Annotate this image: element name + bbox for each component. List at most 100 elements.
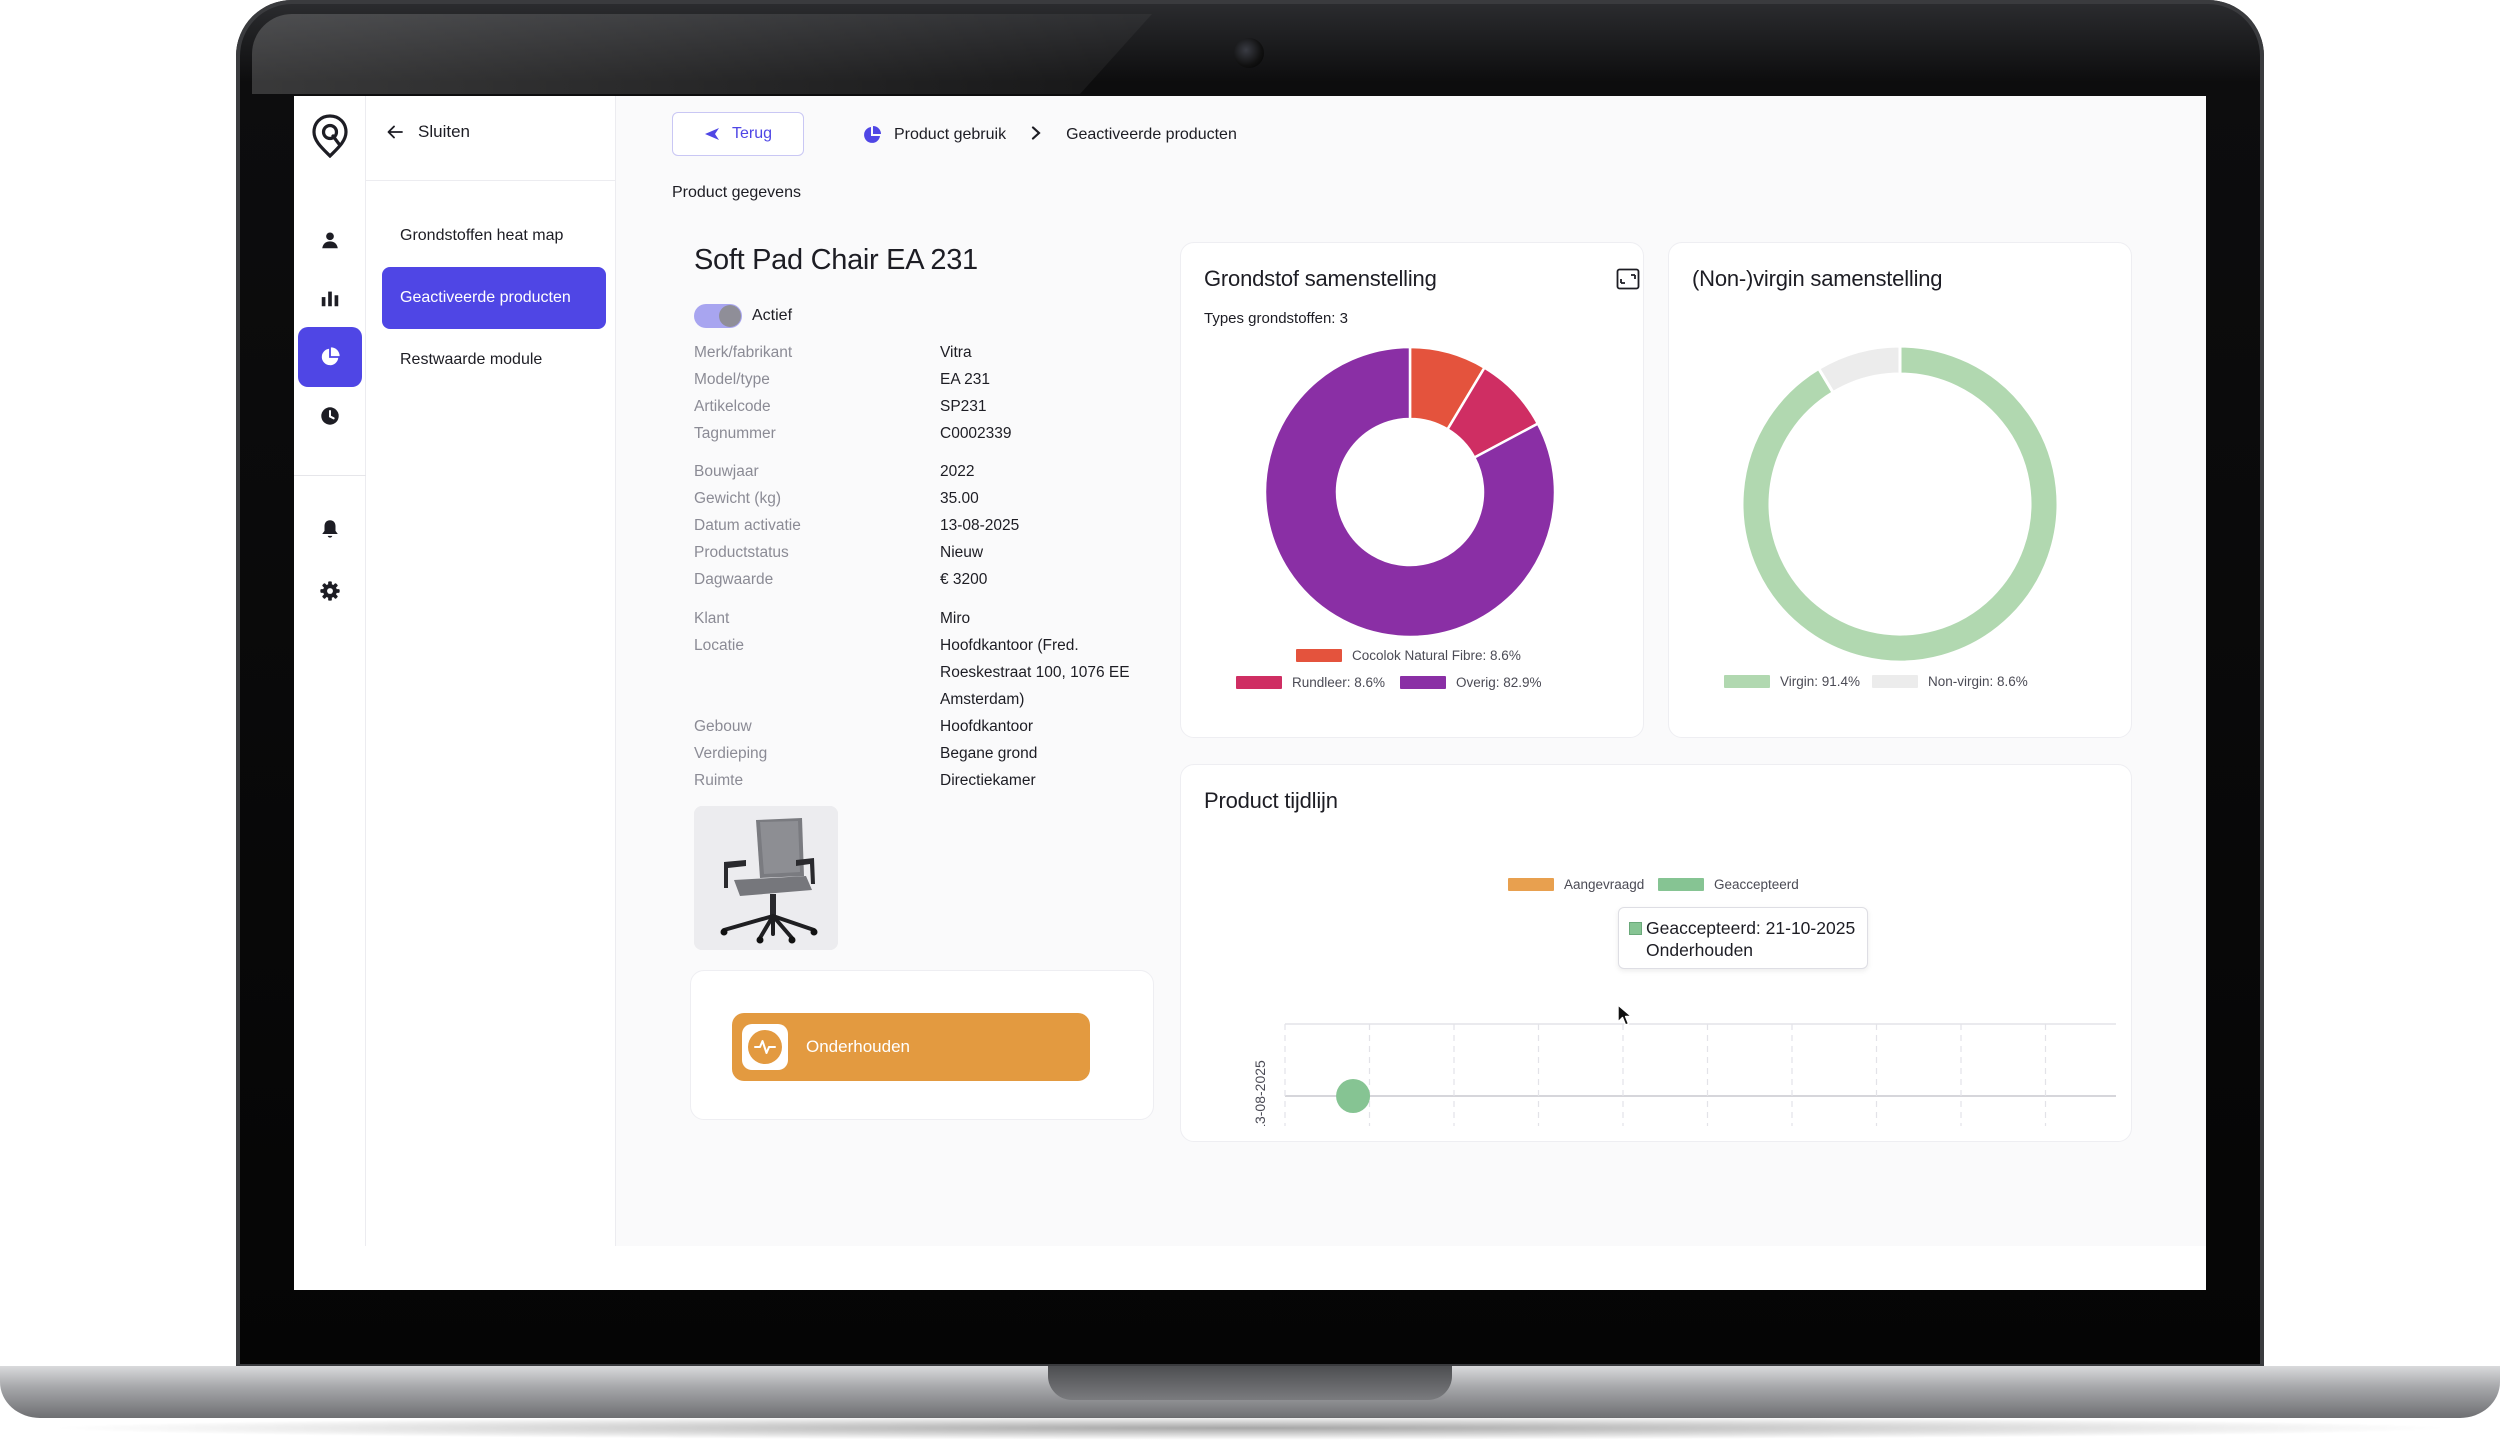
- onderhouden-button[interactable]: Onderhouden: [732, 1013, 1090, 1081]
- field-value: Directiekamer: [940, 772, 1036, 789]
- legend-label: Non-virgin: 8.6%: [1928, 674, 2028, 689]
- back-button[interactable]: Terug: [672, 112, 804, 156]
- field-value: 2022: [940, 463, 975, 480]
- breadcrumb-item-product-gebruik[interactable]: Product gebruik: [894, 126, 1007, 143]
- laptop-screen: Sluiten Grondstoffen heat map Geactiveer…: [294, 96, 2206, 1290]
- field-label: Gebouw: [694, 718, 752, 735]
- legend-label: Geaccepteerd: [1714, 877, 1799, 892]
- legend-item-virgin[interactable]: Virgin: 91.4%: [1724, 674, 1860, 689]
- chevron-right-icon: [1028, 125, 1044, 146]
- main-content: Terug Product gebruik Geactiveerde produ…: [616, 96, 2206, 1246]
- subnav-item-grondstoffen-heat-map[interactable]: Grondstoffen heat map: [400, 227, 564, 244]
- donut-slice-overig[interactable]: [1263, 345, 1557, 639]
- pie-chart-icon[interactable]: [298, 327, 362, 387]
- laptop-base-notch: [1048, 1366, 1452, 1400]
- logo-pin-icon[interactable]: [311, 114, 349, 159]
- grondstof-card-subtitle: Types grondstoffen: 3: [1204, 310, 1348, 327]
- timeline-chart: 2025202620272028202920302031203220332034…: [1252, 1023, 2116, 1126]
- legend-item-overig[interactable]: Overig: 82.9%: [1400, 675, 1542, 690]
- field-label: Klant: [694, 610, 730, 627]
- legend-swatch: [1872, 675, 1918, 688]
- bar-chart-icon[interactable]: [298, 268, 362, 328]
- field-label: Tagnummer: [694, 425, 776, 442]
- field-label: Artikelcode: [694, 398, 771, 415]
- virgin-card-title: (Non-)virgin samenstelling: [1692, 266, 1943, 291]
- field-label: Productstatus: [694, 544, 789, 561]
- field-label: Ruimte: [694, 772, 744, 789]
- close-subnav-label: Sluiten: [418, 122, 470, 141]
- donut-slice-virgin[interactable]: [1740, 344, 2060, 664]
- tooltip-title: Geaccepteerd: 21-10-2025: [1646, 918, 1856, 938]
- field-value: Hoofdkantoor (Fred. Roeskestraat 100, 10…: [940, 637, 1130, 708]
- donut-slice-non-virgin[interactable]: [1816, 344, 1902, 395]
- virgin-donut-chart: [1740, 344, 2060, 664]
- product-image[interactable]: [694, 806, 838, 950]
- arrow-left-icon: [387, 125, 403, 139]
- legend-item-non-virgin[interactable]: Non-virgin: 8.6%: [1872, 674, 2028, 689]
- legend-swatch: [1296, 649, 1342, 662]
- status-toggle[interactable]: [694, 304, 742, 328]
- onderhouden-button-label: Onderhouden: [806, 1037, 910, 1056]
- mouse-cursor-icon: [1617, 1004, 1633, 1026]
- status-toggle-label: Actief: [752, 307, 793, 324]
- webcam: [1234, 38, 1264, 68]
- timeline-card-title: Product tijdlijn: [1204, 788, 1338, 813]
- timeline-tooltip: Geaccepteerd: 21-10-2025 Onderhouden: [1618, 907, 1868, 969]
- field-value: Hoofdkantoor: [940, 718, 1034, 735]
- legend-label: Rundleer: 8.6%: [1292, 675, 1386, 690]
- legend-swatch: [1236, 676, 1282, 689]
- laptop-shadow: [40, 1416, 2460, 1440]
- back-button-label: Terug: [731, 125, 773, 142]
- screen-bottom-strip: [294, 1246, 2206, 1290]
- sub-navigation: Sluiten Grondstoffen heat map Geactiveer…: [366, 96, 616, 1246]
- legend-label: Cocolok Natural Fibre: 8.6%: [1352, 648, 1521, 663]
- field-value: Nieuw: [940, 544, 984, 561]
- user-icon[interactable]: [298, 210, 362, 270]
- legend-swatch: [1400, 676, 1446, 689]
- bell-icon[interactable]: [298, 499, 362, 559]
- field-label: Dagwaarde: [694, 571, 774, 588]
- legend-item-cocolok[interactable]: Cocolok Natural Fibre: 8.6%: [1296, 648, 1521, 663]
- tooltip-swatch: [1629, 921, 1642, 935]
- subnav-item-geactiveerde-producten[interactable]: Geactiveerde producten: [382, 267, 606, 329]
- tooltip-detail: Onderhouden: [1646, 940, 1754, 960]
- field-label: Gewicht (kg): [694, 490, 781, 507]
- clock-icon[interactable]: [298, 386, 362, 446]
- field-value: Vitra: [940, 344, 972, 361]
- subnav-item-restwaarde-module[interactable]: Restwaarde module: [400, 351, 543, 368]
- field-label: Locatie: [694, 637, 744, 654]
- icon-rail: [294, 96, 366, 1246]
- legend-item-geaccepteerd[interactable]: Geaccepteerd: [1658, 877, 1799, 892]
- field-value: € 3200: [940, 571, 988, 588]
- field-value: Miro: [940, 610, 971, 627]
- y-tick-label: 13-08-2025: [1252, 1060, 1268, 1126]
- grondstof-card: [1180, 242, 1644, 738]
- field-value: 35.00: [940, 490, 979, 507]
- breadcrumb: Product gebruik Geactiveerde producten: [862, 120, 1237, 150]
- rail-divider: [294, 475, 366, 476]
- send-back-icon: [704, 128, 719, 140]
- gear-icon[interactable]: [298, 561, 362, 621]
- close-subnav-button[interactable]: Sluiten: [386, 116, 470, 148]
- field-value: C0002339: [940, 425, 1012, 442]
- pie-chart-icon: [864, 126, 881, 143]
- field-label: Model/type: [694, 371, 770, 388]
- activity-icon: [742, 1024, 788, 1070]
- legend-item-aangevraagd[interactable]: Aangevraagd: [1508, 877, 1644, 892]
- field-label: Datum activatie: [694, 517, 801, 534]
- expand-icon[interactable]: [1616, 268, 1640, 290]
- bezel-glare: [252, 14, 1152, 94]
- field-value: SP231: [940, 398, 987, 415]
- section-label: Product gegevens: [672, 184, 801, 201]
- timeline-point-geaccepteerd[interactable]: [1336, 1079, 1371, 1113]
- legend-swatch: [1724, 675, 1770, 688]
- toggle-knob: [719, 305, 741, 327]
- breadcrumb-item-geactiveerde-producten[interactable]: Geactiveerde producten: [1066, 126, 1237, 143]
- field-value: 13-08-2025: [940, 517, 1020, 534]
- legend-label: Overig: 82.9%: [1456, 675, 1542, 690]
- subnav-divider: [366, 180, 616, 181]
- field-label: Merk/fabrikant: [694, 344, 793, 361]
- legend-swatch: [1508, 878, 1554, 891]
- legend-item-rundleer[interactable]: Rundleer: 8.6%: [1236, 675, 1385, 690]
- grondstof-card-title: Grondstof samenstelling: [1204, 266, 1437, 291]
